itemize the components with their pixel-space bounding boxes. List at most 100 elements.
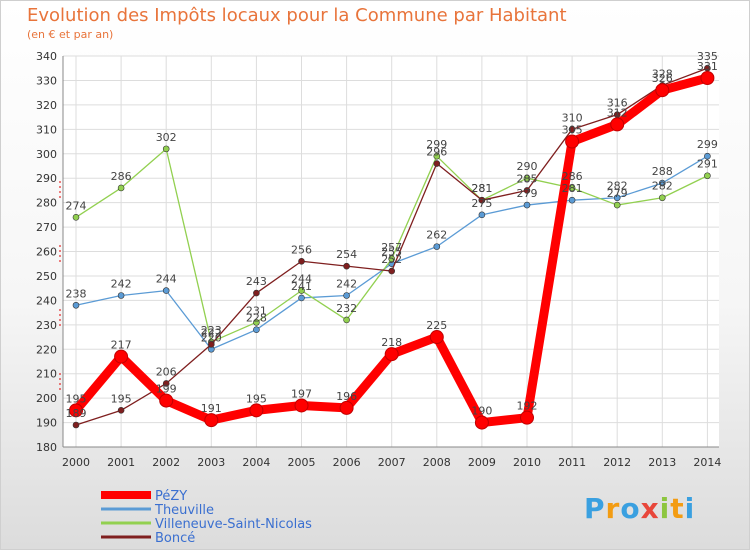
data-label: 275 bbox=[471, 197, 492, 210]
data-point bbox=[208, 341, 215, 348]
y-tick-label: 180 bbox=[36, 441, 57, 454]
data-label: 241 bbox=[291, 280, 312, 293]
logo-letter: x bbox=[640, 492, 660, 525]
series-pezy bbox=[69, 70, 715, 430]
data-point bbox=[568, 184, 576, 192]
data-label: 190 bbox=[471, 405, 492, 418]
data-point bbox=[249, 403, 264, 418]
data-label: 326 bbox=[652, 72, 673, 85]
legend-label: Theuville bbox=[154, 503, 214, 518]
data-label: 217 bbox=[111, 339, 132, 352]
data-point bbox=[343, 262, 350, 270]
legend-swatch bbox=[101, 507, 151, 511]
x-tick-label: 2002 bbox=[152, 456, 180, 469]
x-tick-label: 2014 bbox=[693, 456, 721, 469]
grid-lines bbox=[63, 55, 719, 448]
data-label: 244 bbox=[291, 273, 312, 286]
data-point bbox=[343, 292, 350, 299]
legend-label: PéZY bbox=[155, 489, 187, 504]
data-label: 255 bbox=[381, 246, 402, 259]
data-label: 285 bbox=[517, 172, 538, 185]
logo-letter: r bbox=[605, 492, 621, 525]
data-label: 299 bbox=[697, 138, 718, 151]
data-label: 274 bbox=[66, 199, 87, 212]
data-label: 281 bbox=[471, 182, 492, 195]
y-tick-label: 200 bbox=[36, 392, 57, 405]
legend-label: Boncé bbox=[155, 531, 195, 546]
data-label: 191 bbox=[201, 402, 222, 415]
data-label: 286 bbox=[562, 170, 583, 183]
data-label: 256 bbox=[291, 243, 312, 256]
data-label: 189 bbox=[66, 407, 87, 420]
data-label: 197 bbox=[291, 387, 312, 400]
data-label: 254 bbox=[336, 248, 357, 261]
data-point bbox=[204, 413, 219, 428]
legend-swatch bbox=[101, 535, 151, 539]
data-point bbox=[162, 287, 170, 294]
data-point bbox=[433, 243, 441, 250]
x-tick-label: 2004 bbox=[242, 456, 270, 469]
data-label: 252 bbox=[381, 253, 402, 266]
data-label: 223 bbox=[201, 324, 222, 337]
data-point bbox=[72, 301, 80, 309]
x-tick-label: 2000 bbox=[62, 456, 90, 469]
data-point bbox=[478, 211, 486, 219]
logo-letter: i bbox=[659, 492, 671, 525]
x-tick-label: 2013 bbox=[648, 456, 676, 469]
data-point bbox=[433, 152, 441, 160]
data-point bbox=[520, 410, 534, 425]
axes: 180 190 200 210 220 230 240 250 260 270 280 290 300 3… bbox=[36, 50, 721, 469]
data-point bbox=[117, 184, 125, 192]
data-point bbox=[704, 172, 711, 180]
y-tick-label: 190 bbox=[36, 417, 57, 430]
data-label: 281 bbox=[471, 182, 492, 195]
data-point bbox=[655, 83, 670, 98]
data-label: 282 bbox=[607, 180, 628, 193]
data-point bbox=[117, 407, 125, 414]
data-label: 195 bbox=[66, 392, 87, 405]
data-label: 244 bbox=[156, 273, 177, 286]
data-label: 231 bbox=[246, 304, 267, 317]
data-label: 218 bbox=[381, 336, 402, 349]
data-label: 196 bbox=[336, 390, 357, 403]
data-point bbox=[429, 330, 444, 345]
data-point bbox=[298, 294, 305, 302]
logo-letter: t bbox=[670, 492, 685, 525]
data-label: 288 bbox=[652, 165, 673, 178]
data-point bbox=[613, 194, 621, 202]
data-label: 225 bbox=[426, 319, 447, 332]
y-tick-label: 250 bbox=[36, 270, 57, 283]
data-point bbox=[474, 415, 489, 430]
y-tick-label: 270 bbox=[36, 221, 57, 234]
data-label: 192 bbox=[517, 400, 538, 413]
data-label: 302 bbox=[156, 131, 177, 144]
data-label: 238 bbox=[66, 287, 87, 300]
x-tick-label: 2008 bbox=[423, 456, 451, 469]
x-tick-label: 2010 bbox=[513, 456, 541, 469]
proxiti-logo: Proxiti bbox=[584, 492, 695, 525]
data-point bbox=[523, 187, 531, 194]
y-tick-label: 240 bbox=[36, 294, 57, 307]
x-tick-label: 2009 bbox=[468, 456, 496, 469]
data-label: 242 bbox=[336, 277, 357, 290]
data-point bbox=[69, 403, 83, 418]
data-label: 296 bbox=[426, 146, 447, 159]
legend-swatch bbox=[101, 491, 151, 499]
data-label: 195 bbox=[246, 392, 267, 405]
logo-letter: i bbox=[684, 492, 696, 525]
data-label: 331 bbox=[697, 60, 718, 73]
data-point bbox=[658, 179, 666, 187]
x-tick-label: 2006 bbox=[333, 456, 361, 469]
logo-letter: P bbox=[584, 492, 606, 525]
data-point bbox=[384, 347, 399, 362]
data-point bbox=[117, 292, 125, 299]
data-point bbox=[298, 257, 305, 265]
data-point bbox=[343, 316, 350, 324]
data-label: 279 bbox=[517, 187, 538, 200]
data-point bbox=[388, 267, 396, 275]
data-point bbox=[565, 134, 580, 149]
data-point bbox=[610, 117, 625, 132]
